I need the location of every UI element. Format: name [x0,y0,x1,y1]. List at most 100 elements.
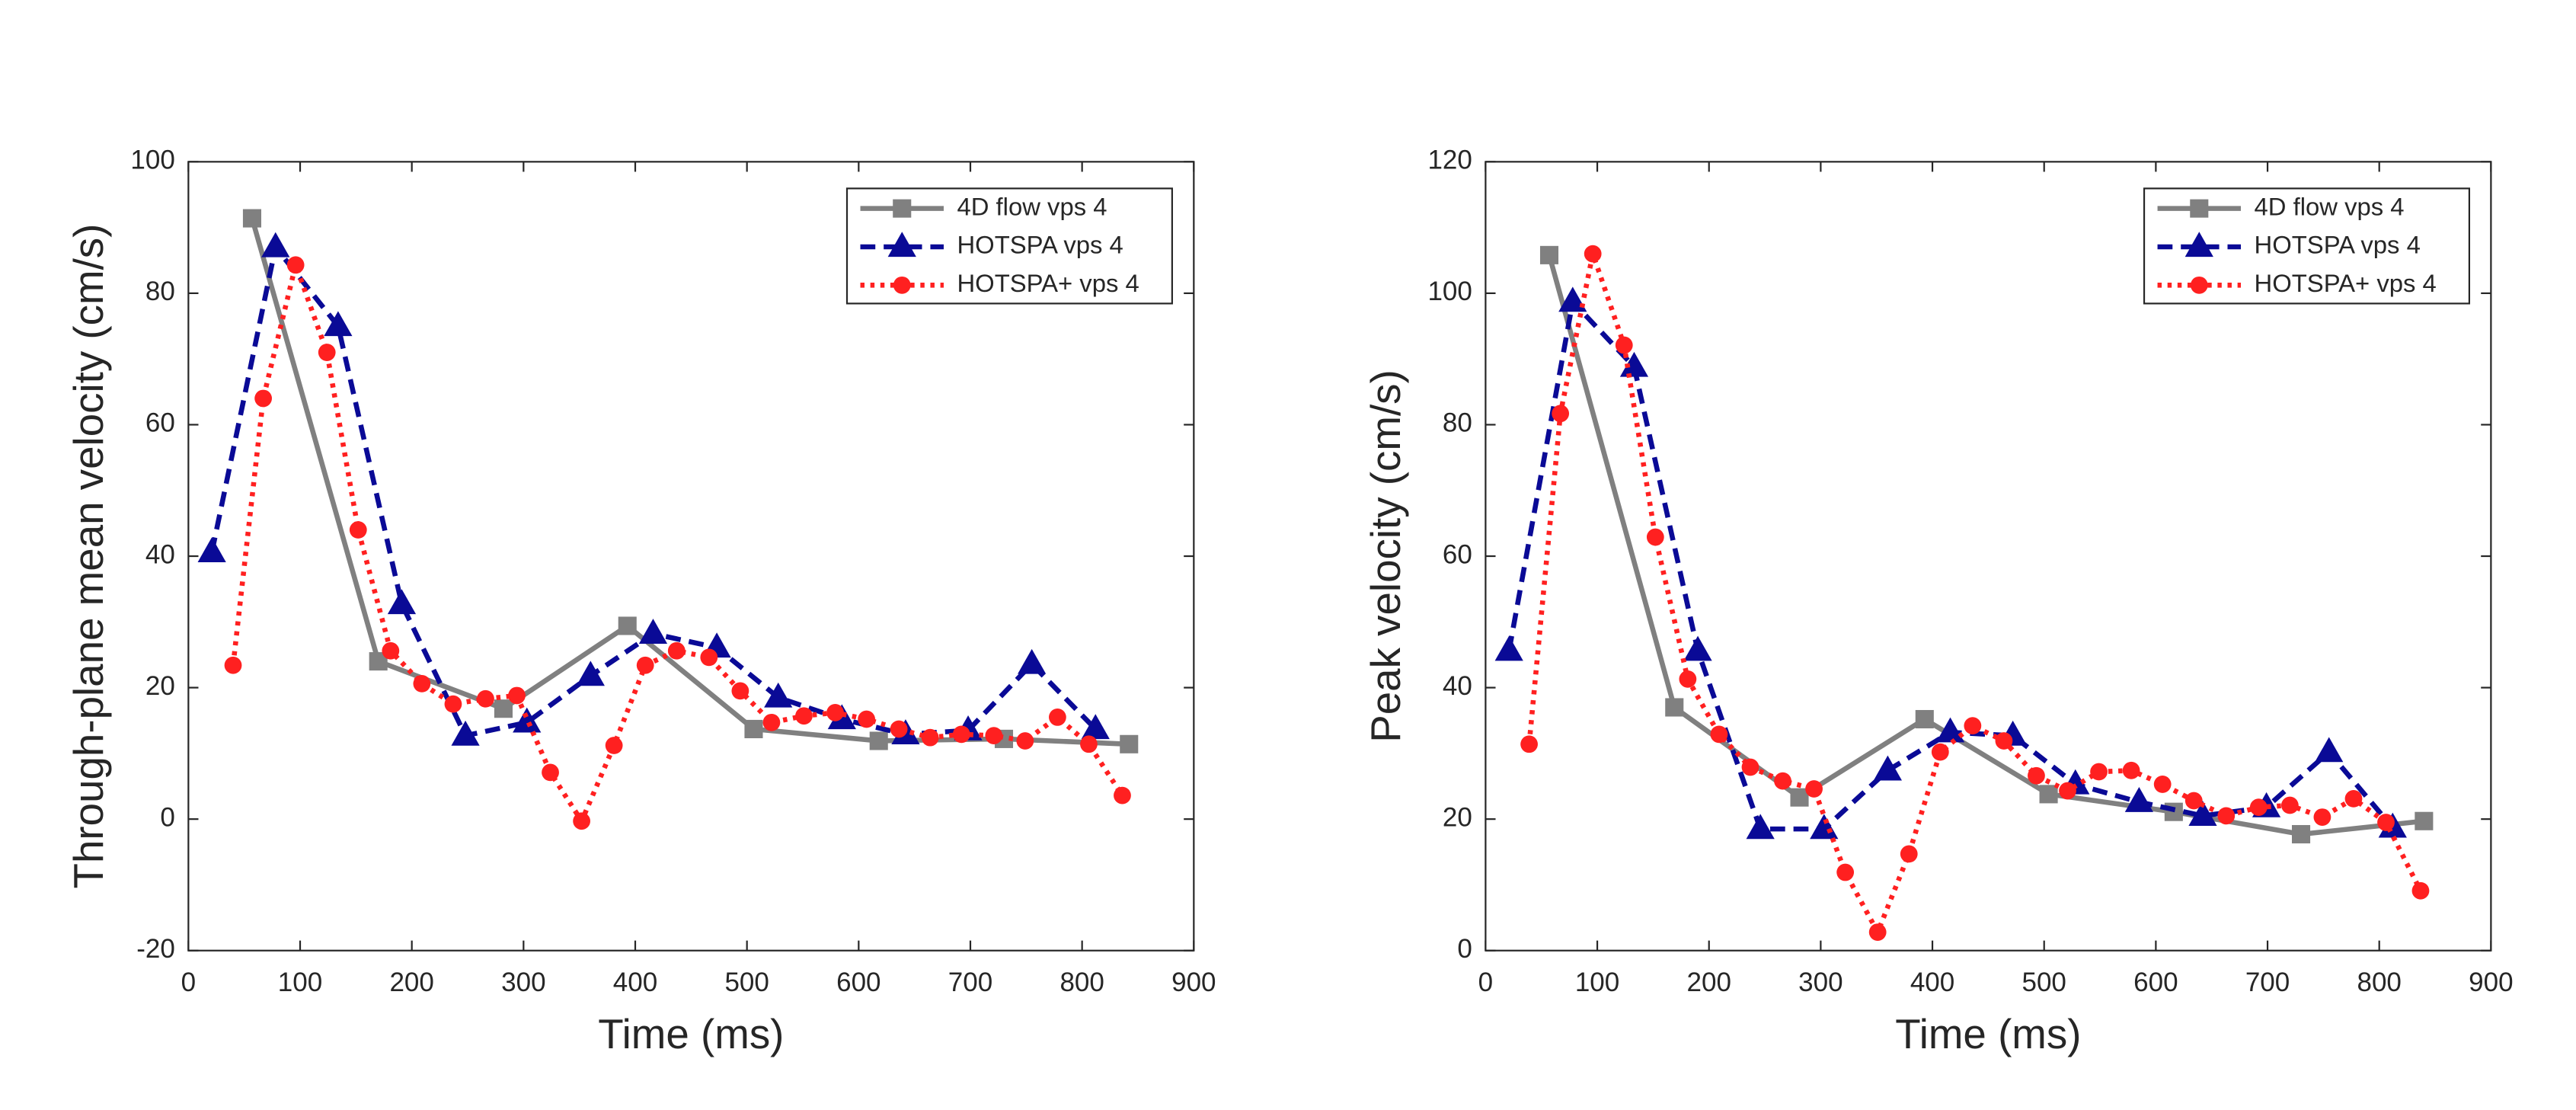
marker-circle [1049,709,1066,726]
y-tick-label: 60 [1443,539,1472,569]
marker-circle [2122,761,2140,779]
marker-square [744,719,763,738]
legend-marker [2190,276,2208,294]
series-line [230,256,1125,827]
marker-circle [2249,798,2268,817]
marker-square [1790,788,1809,807]
marker-circle [1995,732,2013,750]
marker-circle [1520,735,1538,753]
marker-circle [286,256,305,274]
x-tick-label: 900 [1171,968,1216,997]
marker-circle [382,641,400,660]
marker-circle [1900,845,1918,863]
marker-circle [1868,923,1887,941]
x-tick-label: 400 [613,968,657,997]
marker-circle [921,728,939,747]
marker-circle [985,727,1003,744]
marker-triangle [638,619,668,644]
marker-circle [2344,790,2363,808]
marker-triangle [1081,714,1110,740]
marker-circle [2059,782,2076,800]
marker-square [618,616,637,635]
x-axis-label: Time (ms) [1895,1010,2081,1057]
marker-circle [1931,743,1949,761]
marker-circle [413,675,431,693]
x-tick-label: 700 [2245,968,2290,997]
marker-circle [700,648,718,667]
marker-triangle [2315,737,2344,763]
marker-circle [1552,405,1570,423]
marker-circle [795,707,813,725]
marker-circle [1584,245,1602,263]
marker-circle [826,704,844,721]
series-line [1526,244,2423,939]
marker-square [1915,709,1934,729]
marker-circle [952,725,970,744]
x-tick-label: 200 [1687,968,1731,997]
marker-triangle [576,661,605,686]
y-tick-label: 100 [1427,277,1472,306]
x-tick-label: 0 [181,968,196,997]
legend-label: 4D flow vps 4 [2255,192,2405,220]
x-tick-label: 200 [389,968,433,997]
y-tick-label: 80 [1443,408,1472,438]
marker-triangle [451,720,480,746]
marker-triangle [513,707,542,733]
y-tick-label: 120 [1427,146,1472,175]
marker-circle [2217,807,2236,825]
marker-circle [318,344,336,361]
x-tick-label: 300 [501,968,545,997]
marker-triangle [387,589,417,615]
marker-triangle [1494,635,1523,661]
marker-circle [508,686,526,705]
marker-circle [762,713,781,731]
marker-circle [667,641,686,660]
marker-circle [1741,758,1759,776]
marker-triangle [197,537,226,562]
marker-circle [605,737,623,754]
marker-circle [2280,796,2299,814]
legend-label: 4D flow vps 4 [957,192,1107,220]
legend-label: HOTSPA vps 4 [957,231,1123,259]
marker-circle [1646,528,1664,546]
legend-label: HOTSPA+ vps 4 [2255,269,2437,297]
y-tick-label: 100 [130,146,174,175]
marker-square [2415,811,2434,830]
marker-circle [1805,780,1823,798]
legend-marker [887,232,916,258]
marker-circle [444,695,462,713]
x-tick-label: 600 [836,968,881,997]
marker-triangle [261,232,290,258]
marker-triangle [1018,648,1047,674]
marker-circle [573,812,590,830]
x-tick-label: 600 [2133,968,2178,997]
marker-circle [1016,732,1034,750]
y-axis-label: Through-plane mean velocity (cm/s) [65,224,112,889]
marker-circle [477,689,494,708]
legend-marker [2184,232,2213,258]
marker-square [2039,785,2058,804]
y-tick-label: 60 [145,408,175,438]
marker-square [869,731,888,750]
y-tick-label: -20 [136,934,175,964]
marker-circle [1615,336,1633,354]
y-tick-label: 40 [1443,671,1472,701]
marker-circle [2313,808,2332,826]
marker-circle [254,389,273,408]
marker-square [1665,698,1684,717]
x-tick-label: 500 [724,968,769,997]
x-tick-label: 500 [2021,968,2066,997]
x-tick-label: 900 [2469,968,2513,997]
marker-triangle [2188,801,2217,826]
marker-circle [2028,766,2045,785]
y-tick-label: 40 [145,539,175,569]
y-tick-label: 0 [1457,934,1472,964]
legend-marker [2190,199,2209,218]
marker-circle [2377,814,2395,831]
marker-triangle [324,311,353,337]
marker-circle [890,720,908,738]
marker-triangle [2124,787,2153,812]
marker-circle [542,763,559,782]
series-line [1546,254,2424,837]
